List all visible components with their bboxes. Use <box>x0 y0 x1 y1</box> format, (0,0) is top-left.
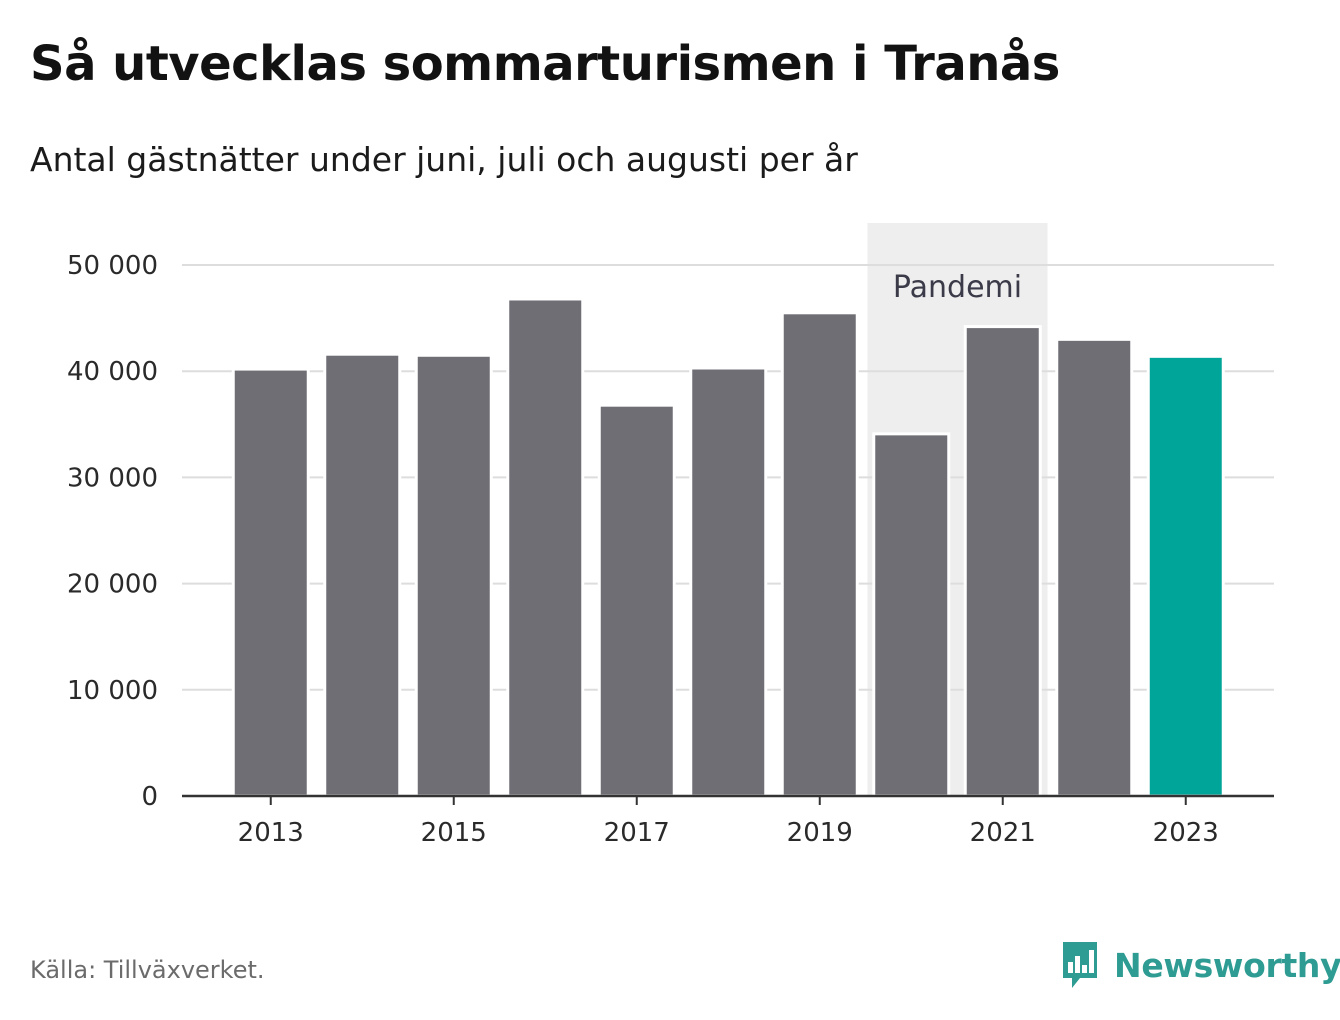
y-tick-label: 40 000 <box>67 357 158 387</box>
bars <box>231 297 1225 798</box>
x-tick-label: 2023 <box>1153 818 1219 848</box>
x-tick-label: 2021 <box>970 818 1036 848</box>
x-tick-label: 2015 <box>421 818 487 848</box>
source-note: Källa: Tillväxverket. <box>30 956 265 984</box>
y-tick-label: 30 000 <box>67 463 158 493</box>
x-tick-label: 2019 <box>787 818 853 848</box>
pandemic-band-label: Pandemi <box>893 270 1022 305</box>
bar-2021 <box>963 325 1042 798</box>
bar-2022 <box>1055 337 1134 798</box>
y-tick-label: 50 000 <box>67 251 158 281</box>
y-tick-label: 10 000 <box>67 676 158 706</box>
y-axis-tick-labels: 0 10 000 20 000 30 000 40 000 50 000 <box>67 251 158 812</box>
chart-subtitle: Antal gästnätter under juni, juli och au… <box>30 140 858 179</box>
x-tick-label: 2013 <box>238 818 304 848</box>
bar-2013 <box>231 367 310 798</box>
bar-2020 <box>872 432 951 798</box>
bar-2014 <box>323 352 402 798</box>
bar-2019 <box>780 311 859 798</box>
y-tick-label: 20 000 <box>67 570 158 600</box>
bar-2023 <box>1146 354 1225 798</box>
bar-2017 <box>597 403 676 798</box>
brand-logo: Newsworthy <box>1060 940 1340 990</box>
bar-2015 <box>414 353 493 798</box>
x-tick-label: 2017 <box>604 818 670 848</box>
chart-title: Så utvecklas sommarturismen i Tranås <box>30 36 1060 92</box>
bar-2018 <box>689 366 768 798</box>
x-axis <box>182 794 1274 805</box>
bar-2016 <box>506 297 585 798</box>
brand-name: Newsworthy <box>1114 945 1340 985</box>
x-axis-tick-labels: 2013 2015 2017 2019 2021 2023 <box>238 818 1219 848</box>
newsworthy-logo-icon <box>1063 942 1097 988</box>
y-tick-label: 0 <box>141 782 158 812</box>
